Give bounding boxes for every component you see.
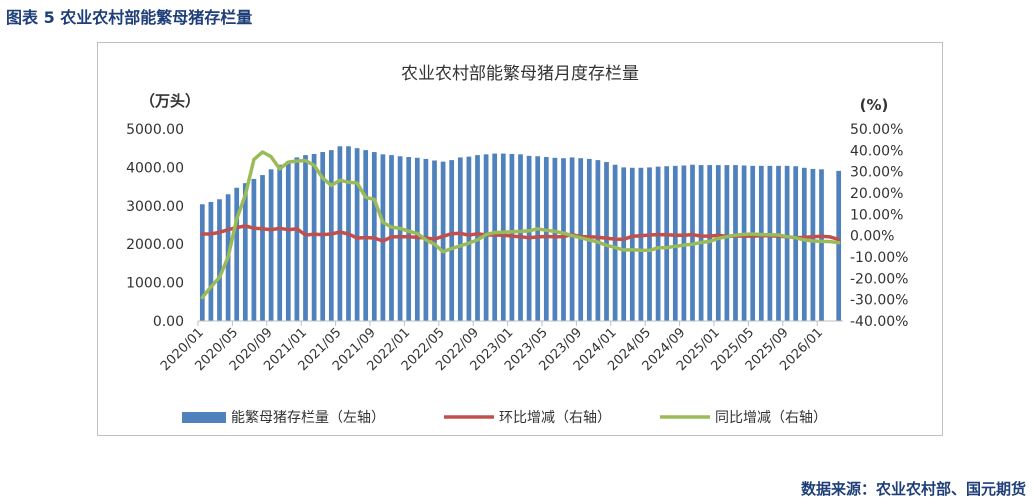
inventory-bar bbox=[414, 157, 420, 321]
inventory-bar bbox=[449, 160, 455, 321]
inventory-bar bbox=[242, 183, 248, 321]
inventory-bar bbox=[741, 165, 747, 321]
x-axis: 2020/012020/052020/092021/012021/052021/… bbox=[158, 321, 826, 374]
inventory-bar bbox=[836, 170, 842, 321]
inventory-bar bbox=[776, 165, 781, 321]
inventory-bar bbox=[268, 169, 274, 321]
legend-label-yoy: 同比增减（右轴） bbox=[715, 410, 827, 426]
inventory-bar bbox=[664, 166, 670, 321]
figure-title: 图表 5 农业农村部能繁母猪存栏量 bbox=[6, 8, 253, 27]
inventory-bar bbox=[784, 165, 790, 321]
inventory-bar bbox=[311, 153, 317, 321]
inventory-bar bbox=[234, 187, 240, 321]
inventory-bar bbox=[801, 167, 807, 321]
inventory-bar bbox=[793, 166, 799, 321]
inventory-bar bbox=[552, 157, 558, 321]
inventory-bar bbox=[655, 166, 661, 321]
right-tick-label: 40.00% bbox=[850, 143, 903, 159]
right-axis-unit: (%) bbox=[860, 96, 889, 114]
inventory-bar bbox=[672, 165, 678, 321]
inventory-bar bbox=[758, 165, 764, 321]
inventory-bar bbox=[208, 201, 214, 321]
inventory-bar bbox=[380, 154, 386, 321]
data-source: 数据来源：农业农村部、国元期货 bbox=[800, 480, 1026, 498]
inventory-bar bbox=[629, 167, 635, 321]
inventory-bar bbox=[285, 161, 291, 321]
inventory-bar bbox=[260, 175, 265, 321]
right-tick-label: -10.00% bbox=[850, 250, 908, 266]
right-tick-label: 10.00% bbox=[850, 207, 903, 223]
chart-frame: 农业农村部能繁母猪月度存栏量 （万头） (%) 0.00 1000.00 2000.… bbox=[97, 42, 943, 436]
inventory-bar bbox=[397, 156, 403, 321]
right-tick-label: -20.00% bbox=[850, 271, 908, 287]
inventory-bar bbox=[810, 168, 816, 321]
inventory-bar bbox=[612, 164, 618, 321]
right-tick-label: 30.00% bbox=[850, 165, 903, 181]
inventory-bar bbox=[819, 169, 824, 321]
inventory-bar bbox=[199, 204, 205, 321]
chart-title: 农业农村部能繁母猪月度存栏量 bbox=[401, 64, 639, 84]
right-tick-label: 20.00% bbox=[850, 186, 903, 202]
inventory-bar bbox=[681, 165, 687, 321]
inventory-bar bbox=[750, 165, 756, 321]
inventory-bar bbox=[251, 178, 257, 321]
inventory-bar bbox=[217, 199, 222, 321]
legend-label-mom: 环比增减（右轴） bbox=[499, 410, 611, 426]
inventory-bar bbox=[440, 161, 446, 321]
left-tick-label: 2000.00 bbox=[126, 237, 184, 253]
inventory-bar bbox=[569, 157, 575, 321]
inventory-bar bbox=[457, 157, 463, 321]
legend: 能繁母猪存栏量（左轴） 环比增减（右轴） 同比增减（右轴） bbox=[182, 410, 827, 426]
inventory-bar bbox=[492, 153, 498, 321]
inventory-bar bbox=[303, 155, 308, 321]
percent-lines bbox=[200, 150, 841, 300]
inventory-bar bbox=[294, 157, 300, 321]
left-tick-label: 3000.00 bbox=[126, 199, 184, 215]
inventory-bar bbox=[638, 167, 644, 321]
inventory-bar bbox=[733, 165, 738, 321]
inventory-bar bbox=[561, 158, 566, 321]
right-axis: -40.00% -30.00% -20.00% -10.00% 0.00% 10.00% 2… bbox=[850, 122, 908, 330]
inventory-bar bbox=[767, 165, 773, 321]
inventory-bar bbox=[320, 152, 326, 321]
legend-label-inventory: 能繁母猪存栏量（左轴） bbox=[231, 410, 385, 426]
left-axis-unit: （万头） bbox=[140, 92, 200, 110]
right-tick-label: 50.00% bbox=[850, 122, 903, 138]
left-tick-label: 0.00 bbox=[153, 314, 184, 330]
inventory-bar bbox=[363, 150, 369, 321]
left-tick-label: 4000.00 bbox=[126, 160, 184, 176]
legend-swatch-inventory bbox=[182, 412, 226, 423]
inventory-bar bbox=[604, 162, 609, 321]
right-tick-label: -30.00% bbox=[850, 293, 908, 309]
inventory-bar bbox=[466, 156, 472, 321]
inventory-bar bbox=[647, 167, 652, 321]
inventory-bar bbox=[500, 153, 506, 321]
yoy-change-line bbox=[200, 150, 841, 300]
left-tick-label: 5000.00 bbox=[126, 122, 184, 138]
right-tick-label: -40.00% bbox=[850, 314, 908, 330]
inventory-bar bbox=[406, 157, 412, 321]
inventory-bar bbox=[354, 148, 360, 321]
inventory-bar bbox=[621, 167, 627, 321]
sow-inventory-chart: 农业农村部能繁母猪月度存栏量 （万头） (%) 0.00 1000.00 2000.… bbox=[126, 64, 908, 426]
right-tick-label: 0.00% bbox=[850, 229, 894, 245]
inventory-bar bbox=[277, 164, 283, 321]
left-tick-label: 1000.00 bbox=[126, 276, 184, 292]
inventory-bar bbox=[483, 154, 489, 321]
inventory-bar bbox=[543, 157, 549, 321]
inventory-bar bbox=[715, 165, 721, 321]
inventory-bar bbox=[724, 165, 730, 321]
left-axis: 0.00 1000.00 2000.00 3000.00 4000.00 5000.00 bbox=[126, 122, 184, 330]
